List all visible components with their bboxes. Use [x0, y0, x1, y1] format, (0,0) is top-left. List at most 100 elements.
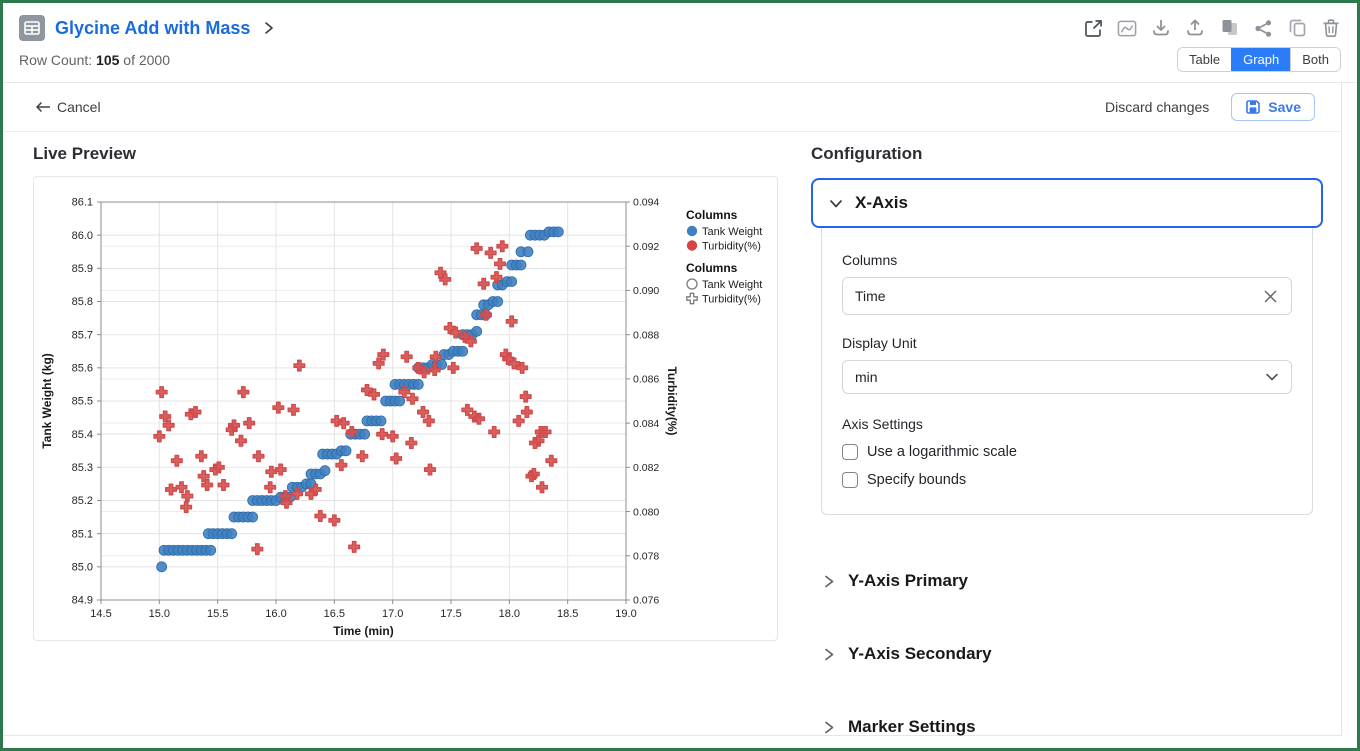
row-count: Row Count: 105 of 2000: [19, 51, 171, 68]
svg-text:0.076: 0.076: [633, 595, 659, 607]
svg-text:17.0: 17.0: [382, 608, 403, 620]
svg-text:85.9: 85.9: [72, 263, 93, 275]
svg-text:85.2: 85.2: [72, 495, 93, 507]
log-scale-label: Use a logarithmic scale: [867, 444, 1017, 460]
svg-text:Turbidity(%): Turbidity(%): [702, 241, 761, 253]
svg-text:0.084: 0.084: [633, 418, 659, 430]
svg-text:85.1: 85.1: [72, 528, 93, 540]
section-x-axis-title: X-Axis: [855, 193, 908, 212]
copy-icon[interactable]: [1287, 18, 1307, 38]
header-divider: [3, 82, 1357, 83]
section-x-axis-body: Columns Display Unit min Axis Settings: [821, 228, 1313, 515]
chevron-right-icon[interactable]: [262, 20, 276, 36]
axis-settings-label: Axis Settings: [842, 416, 923, 432]
specify-bounds-checkbox[interactable]: [842, 472, 858, 488]
svg-text:16.0: 16.0: [265, 608, 286, 620]
save-button[interactable]: Save: [1231, 93, 1315, 121]
log-scale-checkbox-row[interactable]: Use a logarithmic scale: [842, 444, 1292, 460]
svg-text:Tank Weight: Tank Weight: [702, 279, 762, 291]
chevron-down-icon: [1265, 372, 1279, 382]
svg-text:0.094: 0.094: [633, 197, 659, 209]
workspace: Cancel Discard changes Save Live Preview…: [3, 83, 1342, 736]
arrow-left-icon: [36, 101, 50, 113]
svg-text:85.8: 85.8: [72, 296, 93, 308]
chevron-down-icon: [830, 199, 842, 207]
display-unit-value: min: [855, 369, 878, 385]
columns-input[interactable]: [855, 288, 1262, 304]
paste-icon[interactable]: [1219, 18, 1239, 38]
cancel-button[interactable]: Cancel: [35, 99, 101, 115]
chevron-right-icon: [825, 721, 834, 733]
subheader-bar: Row Count: 105 of 2000 Table Graph Both: [3, 41, 1357, 72]
svg-text:86.1: 86.1: [72, 197, 93, 209]
specify-bounds-label: Specify bounds: [867, 472, 967, 488]
svg-text:0.088: 0.088: [633, 329, 659, 341]
specify-bounds-checkbox-row[interactable]: Specify bounds: [842, 472, 1292, 488]
svg-text:Turbidity(%): Turbidity(%): [702, 294, 761, 306]
open-in-new-icon[interactable]: [1083, 18, 1103, 38]
svg-text:0.092: 0.092: [633, 241, 659, 253]
svg-text:84.9: 84.9: [72, 595, 93, 607]
svg-text:0.080: 0.080: [633, 506, 659, 518]
svg-text:17.5: 17.5: [440, 608, 461, 620]
table-icon: [19, 15, 45, 41]
svg-text:19.0: 19.0: [615, 608, 636, 620]
svg-text:85.5: 85.5: [72, 396, 93, 408]
svg-text:14.5: 14.5: [90, 608, 111, 620]
section-x-axis-header[interactable]: X-Axis: [811, 178, 1323, 228]
section-y-axis-primary[interactable]: Y-Axis Primary: [811, 571, 1323, 591]
svg-text:Tank Weight (kg): Tank Weight (kg): [40, 353, 54, 449]
view-toggle-graph[interactable]: Graph: [1231, 48, 1291, 71]
toolbar: [1083, 18, 1341, 38]
chart-card: 14.5 15.0 15.5 16.0 16.5 17.0 17.5 18.0 18.5 19.0…: [33, 176, 778, 641]
display-unit-label: Display Unit: [842, 335, 917, 351]
share-icon[interactable]: [1253, 18, 1273, 38]
chart-icon[interactable]: [1117, 18, 1137, 38]
svg-text:0.082: 0.082: [633, 462, 659, 474]
save-icon: [1246, 100, 1261, 114]
svg-text:18.5: 18.5: [557, 608, 578, 620]
configuration-heading: Configuration: [811, 144, 923, 163]
svg-text:Tank Weight: Tank Weight: [702, 226, 762, 238]
columns-input-box: [842, 277, 1292, 315]
page-title[interactable]: Glycine Add with Mass: [55, 17, 251, 38]
view-toggle-both[interactable]: Both: [1290, 48, 1340, 71]
svg-text:18.0: 18.0: [499, 608, 520, 620]
view-toggle: Table Graph Both: [1177, 47, 1341, 72]
svg-text:Turbidity(%): Turbidity(%): [665, 366, 679, 435]
upload-icon[interactable]: [1185, 18, 1205, 38]
download-icon[interactable]: [1151, 18, 1171, 38]
svg-text:Time (min): Time (min): [333, 624, 393, 638]
view-toggle-table[interactable]: Table: [1178, 48, 1232, 71]
svg-text:85.4: 85.4: [72, 429, 93, 441]
svg-text:0.086: 0.086: [633, 374, 659, 386]
section-marker-settings[interactable]: Marker Settings: [811, 717, 1323, 737]
action-bar: Cancel Discard changes Save: [3, 83, 1341, 131]
log-scale-checkbox[interactable]: [842, 444, 858, 460]
scatter-plot: 14.5 15.0 15.5 16.0 16.5 17.0 17.5 18.0 18.5 19.0…: [40, 197, 762, 638]
svg-text:86.0: 86.0: [72, 230, 93, 242]
row-count-value: 105: [96, 51, 120, 68]
svg-text:Columns: Columns: [686, 261, 738, 275]
section-y-axis-secondary[interactable]: Y-Axis Secondary: [811, 644, 1323, 664]
svg-text:Columns: Columns: [686, 208, 738, 222]
display-unit-select[interactable]: min: [842, 360, 1292, 394]
svg-text:85.3: 85.3: [72, 462, 93, 474]
svg-text:16.5: 16.5: [324, 608, 345, 620]
svg-text:15.5: 15.5: [207, 608, 228, 620]
svg-text:85.7: 85.7: [72, 329, 93, 341]
svg-text:85.0: 85.0: [72, 562, 93, 574]
clear-icon[interactable]: [1262, 288, 1279, 305]
live-preview-heading: Live Preview: [33, 144, 137, 163]
header-bar: Glycine Add with Mass: [3, 3, 1357, 41]
svg-text:85.6: 85.6: [72, 363, 93, 375]
svg-text:15.0: 15.0: [149, 608, 170, 620]
discard-changes-button[interactable]: Discard changes: [1105, 99, 1210, 115]
action-divider: [3, 131, 1341, 132]
delete-icon[interactable]: [1321, 18, 1341, 38]
svg-text:0.078: 0.078: [633, 550, 659, 562]
columns-label: Columns: [842, 252, 898, 268]
chevron-right-icon: [825, 575, 834, 587]
svg-text:0.090: 0.090: [633, 285, 659, 297]
chevron-right-icon: [825, 648, 834, 660]
